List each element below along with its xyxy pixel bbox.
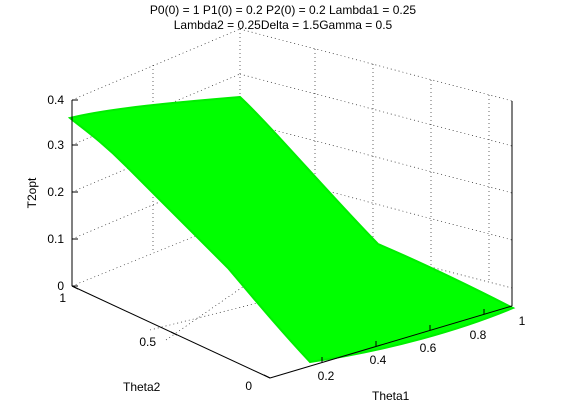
z-tick-label: 0.3: [47, 138, 64, 152]
y-tick-label: 0: [245, 379, 252, 393]
z-tick-label: 0: [57, 279, 64, 293]
surface-patch: [67, 95, 516, 364]
z-tick-label: 0.1: [47, 232, 64, 246]
z-axis-label: T2opt: [25, 177, 39, 208]
x-axis-label: Theta1: [372, 389, 410, 403]
chart-title-line-2: Lambda2 = 0.25Delta = 1.5Gamma = 0.5: [174, 18, 393, 32]
x-axis: 0.2 0.4 0.6 0.8 1 Theta1: [318, 301, 526, 403]
x-tick-label: 1: [519, 314, 526, 328]
z-tick-label: 0.2: [47, 185, 64, 199]
x-tick-label: 0.2: [318, 369, 335, 383]
x-tick-label: 0.4: [370, 353, 387, 367]
surface: [67, 95, 516, 364]
y-axis-label: Theta2: [123, 380, 161, 394]
chart-title-line-1: P0(0) = 1 P1(0) = 0.2 P2(0) = 0.2 Lambda…: [150, 3, 416, 17]
x-tick-label: 0.8: [470, 328, 487, 342]
y-axis: 1 0.5 0 Theta2: [59, 285, 271, 394]
z-axis: 0 0.1 0.2 0.3 0.4 T2opt: [25, 93, 78, 293]
y-tick-label: 0.5: [139, 335, 156, 349]
y-tick-label: 1: [59, 291, 66, 305]
x-tick-label: 0.6: [420, 341, 437, 355]
z-tick-label: 0.4: [47, 93, 64, 107]
